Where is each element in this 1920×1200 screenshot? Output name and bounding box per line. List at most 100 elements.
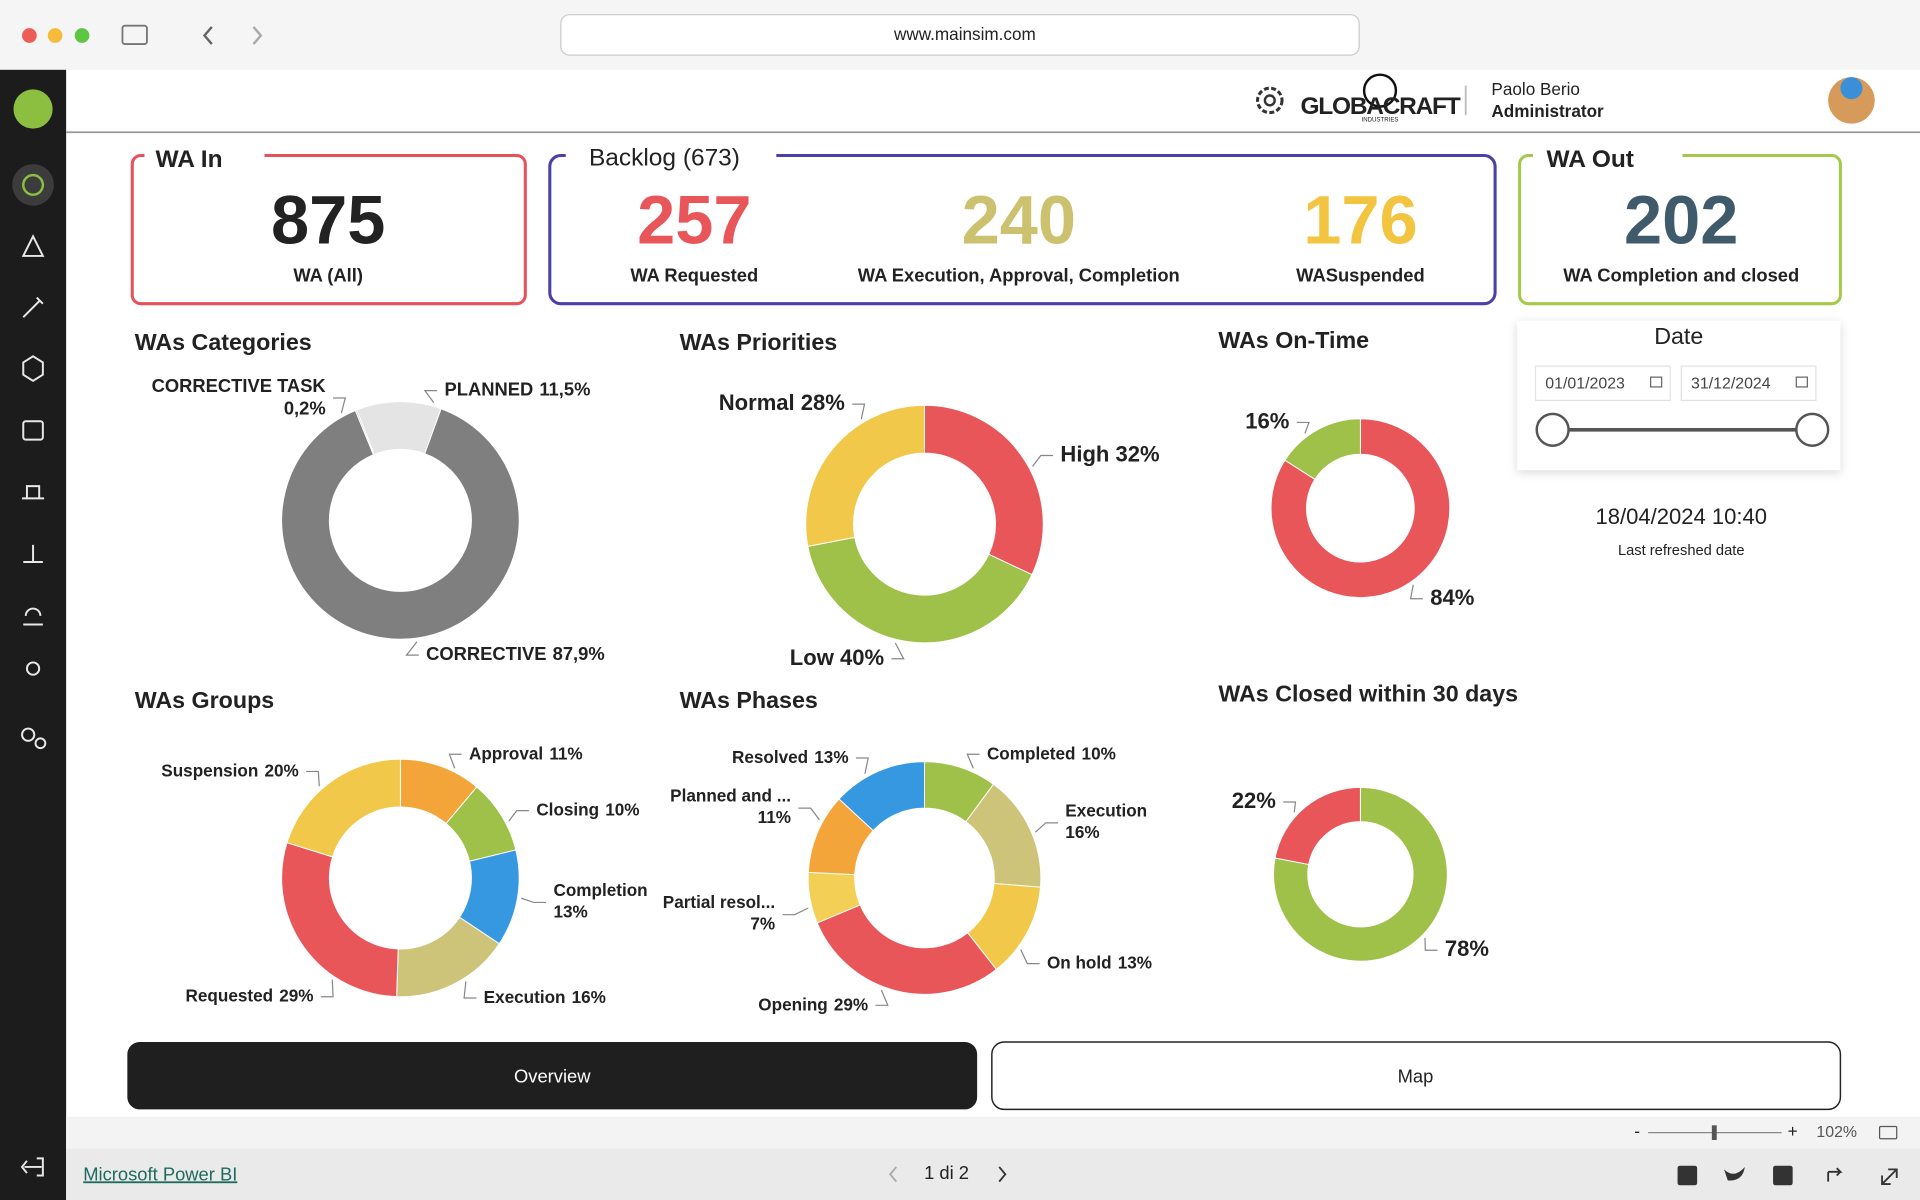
leader-line: [405, 641, 419, 656]
slice-label: 22%: [1232, 788, 1277, 813]
tab-overview[interactable]: [127, 1042, 978, 1110]
donut-slice: [807, 536, 1033, 644]
fullscreen[interactable]: [1881, 1168, 1898, 1185]
kpi-value: 875: [271, 181, 385, 258]
slice-name: CORRECTIVE TASK: [152, 375, 327, 396]
slice-label: Closing 10%: [536, 799, 639, 819]
company-logo: GLOBACRAFT: [1300, 93, 1460, 120]
address-bar[interactable]: [560, 14, 1360, 56]
slice-label: PLANNED 11,5%: [444, 378, 590, 399]
slice-name: Opening: [758, 994, 827, 1014]
zoom-in[interactable]: +: [1788, 1121, 1798, 1141]
user-role: Administrator: [1491, 101, 1604, 121]
title-gap: [565, 144, 777, 167]
linkedin[interactable]: [1773, 1165, 1793, 1186]
slice-value: 7%: [750, 914, 775, 934]
slice-label: Requested 29%: [186, 985, 314, 1005]
leader-line: [798, 807, 820, 821]
nav-item[interactable]: [34, 737, 47, 750]
donut-slice: [838, 761, 925, 832]
nav-active: [12, 164, 54, 206]
nav-item[interactable]: [21, 234, 45, 257]
kpi-value: 176: [1303, 181, 1417, 258]
minimize-button[interactable]: [47, 28, 63, 43]
slider-handle-end[interactable]: [1795, 412, 1830, 447]
app-logo[interactable]: [13, 89, 53, 129]
slice-name: Completed: [987, 743, 1075, 763]
nav-item[interactable]: [22, 355, 44, 382]
donut-slice: [286, 758, 401, 858]
nav-item[interactable]: [22, 420, 44, 441]
kpi-label: WA Execution, Approval, Completion: [858, 265, 1180, 286]
donut-slice: [356, 401, 442, 455]
kpi-value: 240: [962, 181, 1076, 258]
donut-slice: [1272, 786, 1448, 962]
forward-button[interactable]: [252, 26, 263, 45]
sidebar-toggle[interactable]: [121, 24, 148, 45]
calendar-icon[interactable]: [1795, 376, 1808, 388]
slice-label: 84%: [1430, 585, 1475, 610]
avatar[interactable]: [1828, 77, 1875, 124]
leader-line: [1020, 949, 1040, 965]
settings-icon[interactable]: [1256, 86, 1284, 115]
facebook[interactable]: [1677, 1165, 1698, 1186]
slice-name: Execution: [484, 986, 566, 1006]
nav-item[interactable]: [22, 296, 44, 318]
nav-item[interactable]: [23, 607, 43, 626]
date-end: 31/12/2024: [1691, 376, 1771, 393]
nav-item[interactable]: [21, 727, 36, 742]
slice-name: Low: [790, 645, 835, 670]
date-end-input[interactable]: [1680, 365, 1817, 402]
fit-page[interactable]: [1878, 1125, 1898, 1140]
leader-line: [463, 981, 477, 999]
slice-name: Execution: [1065, 800, 1147, 820]
leader-line: [891, 642, 905, 660]
kpi-label: WASuspended: [1296, 265, 1425, 286]
slice-value: 87,9%: [553, 643, 605, 664]
maximize-button[interactable]: [74, 28, 90, 43]
slice-value: 16%: [1065, 822, 1099, 842]
slider-handle-start[interactable]: [1535, 412, 1570, 447]
donut-slice: [281, 842, 399, 998]
footer: [66, 1148, 1920, 1200]
slice-value: 13%: [553, 901, 587, 921]
nav-item[interactable]: [22, 485, 45, 500]
share[interactable]: [1827, 1167, 1843, 1182]
page-indicator: 1 di 2: [924, 1162, 969, 1183]
chart-title: WAs Closed within 30 days: [1218, 681, 1518, 707]
prev-page[interactable]: [889, 1166, 898, 1183]
donut-slice: [1270, 418, 1451, 599]
slice-name: Completion: [553, 880, 647, 900]
donut-slice: [816, 904, 998, 995]
next-page[interactable]: [998, 1166, 1007, 1183]
logout[interactable]: [20, 1157, 44, 1177]
leader-line: [520, 897, 547, 904]
powerbi-link[interactable]: Microsoft Power BI: [83, 1163, 237, 1184]
nav-item[interactable]: [25, 661, 41, 676]
slice-value: 10%: [1082, 743, 1116, 763]
zoom-handle[interactable]: [1711, 1125, 1717, 1140]
close-button[interactable]: [22, 28, 37, 43]
nav-dashboard[interactable]: [22, 173, 45, 196]
calendar-icon[interactable]: [1650, 376, 1663, 388]
twitter[interactable]: [1724, 1166, 1745, 1181]
url: www.mainsim.com: [893, 24, 1036, 44]
chart-title: WAs Groups: [135, 687, 275, 713]
zoom-out[interactable]: -: [1634, 1121, 1640, 1141]
slice-name: Suspension: [161, 760, 258, 780]
nav-item[interactable]: [23, 544, 43, 564]
tab-map[interactable]: [991, 1041, 1842, 1111]
leader-line: [508, 810, 529, 822]
back-button[interactable]: [202, 26, 213, 45]
kpi-title: WA Out: [1547, 146, 1634, 173]
slice-label: Low 40%: [790, 645, 885, 670]
leader-line: [855, 757, 869, 774]
slice-name: On hold: [1047, 952, 1112, 972]
donut-slice: [1284, 418, 1361, 480]
refresh-label: Last refreshed date: [1618, 543, 1745, 559]
kpi-label: WA (All): [293, 265, 363, 286]
title-gap: [144, 144, 265, 167]
date-start-input[interactable]: [1534, 365, 1671, 402]
slice-value: 11%: [549, 743, 582, 763]
